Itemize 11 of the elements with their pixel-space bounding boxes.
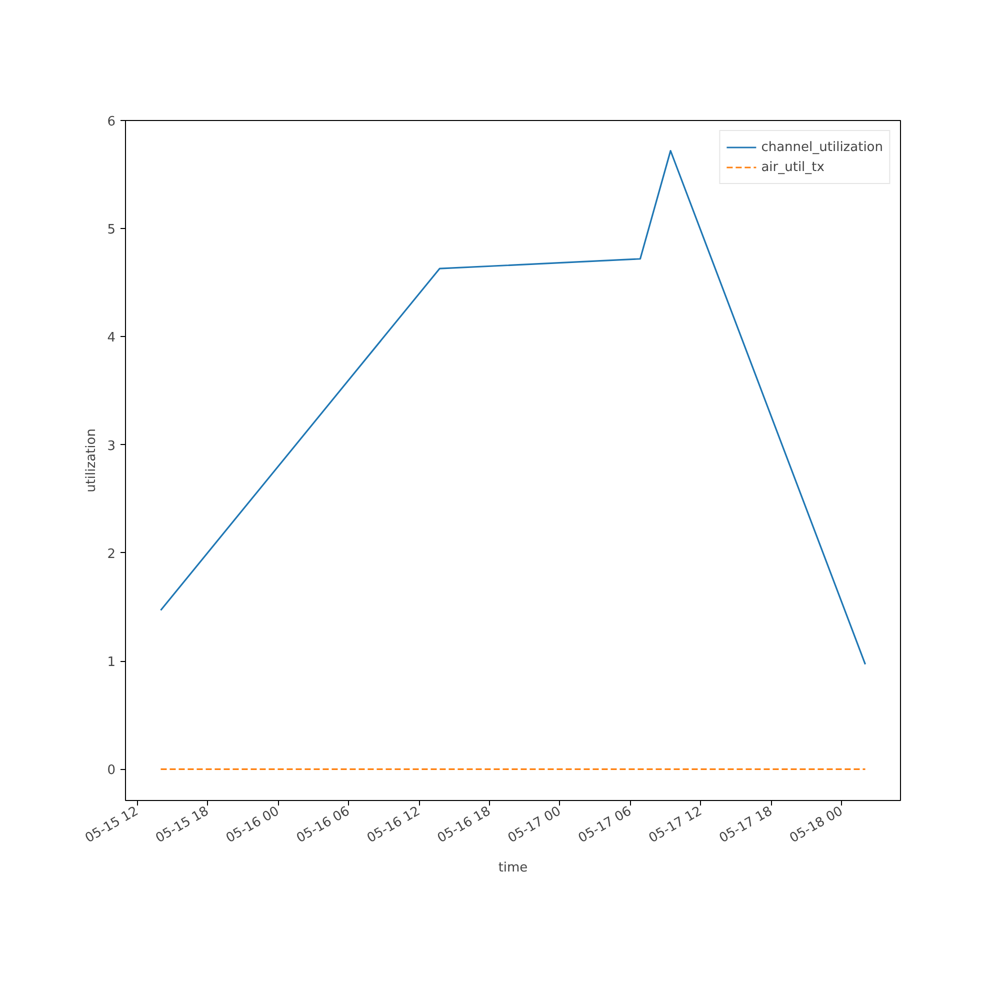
legend-label: channel_utilization: [761, 140, 883, 154]
x-axis-title: time: [498, 860, 528, 876]
y-tick-label: 1: [107, 655, 116, 670]
y-axis-title: utilization: [84, 428, 100, 492]
legend-label: air_util_tx: [761, 160, 824, 174]
y-tick-label: 0: [107, 763, 116, 778]
y-tick-label: 5: [107, 222, 116, 238]
y-tick-label: 4: [107, 330, 116, 346]
y-tick-label: 3: [107, 438, 116, 454]
y-tick-label: 6: [107, 114, 116, 130]
y-tick-label: 2: [107, 546, 116, 562]
